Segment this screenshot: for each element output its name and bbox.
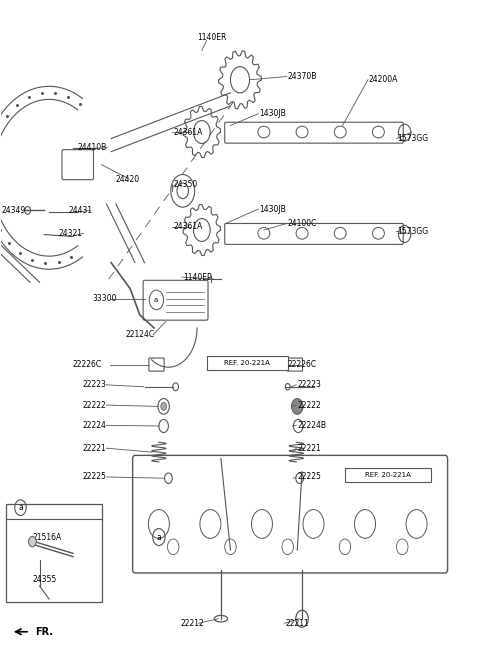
Text: a: a [18,503,23,512]
Text: 1430JB: 1430JB [259,205,286,214]
Bar [6,504,102,602]
Text: 22124C: 22124C [125,330,155,339]
Text: 24431: 24431 [68,206,92,215]
Text: 33300: 33300 [92,294,117,303]
Text: 22221: 22221 [83,443,106,453]
Text: 22211: 22211 [285,619,309,628]
Text: 24200A: 24200A [369,75,398,84]
Text: a: a [154,297,157,303]
Text: 22222: 22222 [83,401,106,409]
Text: 24100C: 24100C [288,219,317,228]
Bar [206,356,288,371]
Text: 24321: 24321 [59,229,83,237]
Text: 1573GG: 1573GG [397,134,429,143]
Text: 1140EP: 1140EP [183,272,211,281]
Text: 24361A: 24361A [173,127,203,136]
Text: 24361A: 24361A [173,222,203,232]
Text: 1140ER: 1140ER [197,33,227,42]
Text: 22223: 22223 [297,380,321,389]
Text: 24350: 24350 [173,180,197,189]
Text: FR.: FR. [35,626,53,637]
Text: 24410B: 24410B [78,143,107,152]
Circle shape [291,399,303,414]
Text: 24349: 24349 [1,206,25,215]
Text: 24355: 24355 [33,575,57,584]
Text: 21516A: 21516A [33,533,61,542]
Text: 22224: 22224 [83,421,107,430]
Text: 24370B: 24370B [288,72,317,81]
Text: 22212: 22212 [180,619,204,628]
Text: 22226C: 22226C [73,360,102,369]
Text: 1573GG: 1573GG [397,227,429,236]
Text: a: a [156,533,161,542]
Text: 22226C: 22226C [288,360,317,369]
Text: REF. 20-221A: REF. 20-221A [224,360,270,366]
Text: 22225: 22225 [83,472,107,482]
Text: 22222: 22222 [297,401,321,409]
Text: 22224B: 22224B [297,421,326,430]
Text: REF. 20-221A: REF. 20-221A [365,472,411,478]
Text: 24420: 24420 [116,174,140,184]
Circle shape [161,403,167,410]
Text: 1430JB: 1430JB [259,110,286,118]
Text: 22221: 22221 [297,443,321,453]
Text: 22223: 22223 [83,380,107,389]
Circle shape [29,537,36,547]
Bar [345,468,431,482]
Text: 22225: 22225 [297,472,321,482]
